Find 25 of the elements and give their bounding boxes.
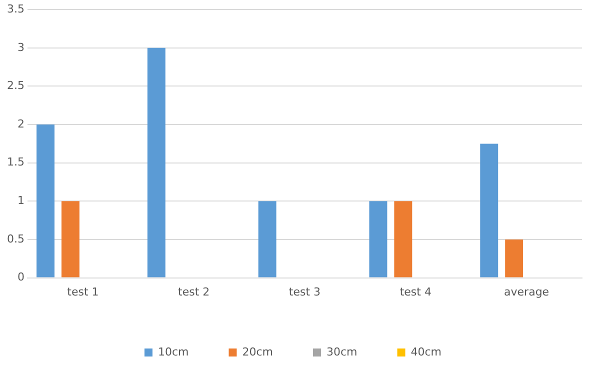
y-tick-label: 1.5 [6, 156, 24, 169]
legend-label: 40cm [410, 345, 442, 358]
bar [61, 201, 80, 278]
y-tick-label: 0.5 [6, 232, 24, 246]
legend-label: 30cm [326, 345, 358, 358]
bar [394, 201, 412, 278]
y-tick-label: 2.5 [6, 79, 24, 92]
x-tick-label: test 3 [288, 285, 321, 298]
y-tick-label: 3 [17, 40, 24, 54]
y-tick-label: 1 [17, 194, 24, 208]
bar [505, 239, 524, 278]
legend-label: 10cm [158, 345, 189, 358]
x-tick-label: test 1 [67, 285, 99, 298]
bar [480, 144, 498, 278]
bar [147, 48, 166, 278]
legend-label: 20cm [242, 345, 274, 358]
bar [369, 201, 388, 278]
y-tick-label: 2 [17, 117, 24, 130]
x-tick-label: test 4 [400, 285, 432, 298]
bar [36, 124, 54, 278]
y-tick-label: 0 [17, 270, 24, 284]
bar [258, 201, 276, 278]
x-tick-label: average [504, 285, 550, 298]
x-tick-label: test 2 [178, 285, 210, 298]
y-tick-label: 3.5 [6, 2, 24, 16]
